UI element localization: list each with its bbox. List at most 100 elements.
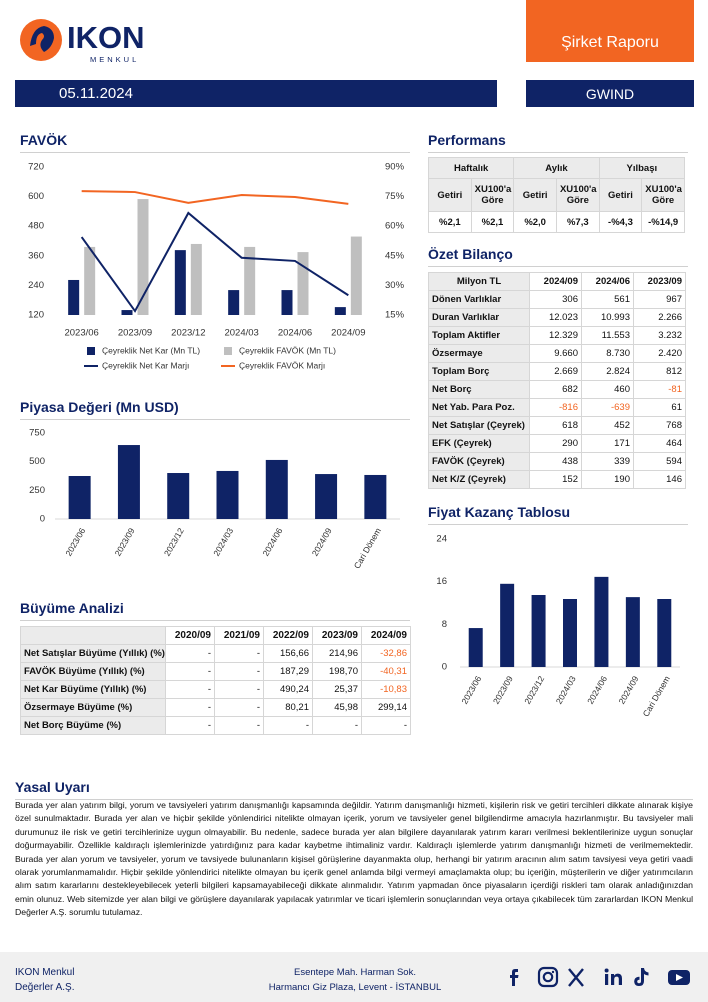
report-type-box: Şirket Raporu	[526, 0, 694, 62]
footer-address: Esentepe Mah. Harman Sok.	[294, 967, 416, 978]
favok-chart: 120 240 360 480 600 720 15% 30% 45% 60% 75% 90% 2023…	[28, 162, 405, 371]
table-row: Net Borç 682 460 -81	[428, 380, 686, 399]
legend-label: Çeyreklik Net Kar (Mn TL)	[102, 345, 200, 355]
logo-lion	[30, 26, 54, 52]
row-label: Toplam Borç	[428, 362, 530, 381]
x-tick-label: 2024/09	[617, 674, 641, 706]
sub-header: XU100'a Göre	[555, 178, 600, 212]
column-header: 2023/09	[312, 626, 362, 645]
cell-value: 768	[633, 416, 686, 435]
cell-value: -	[214, 698, 264, 717]
table-row: Getiri XU100'a Göre Getiri XU100'a Göre Geti…	[428, 178, 685, 212]
x-tick-label: Cari Dönem	[641, 674, 672, 718]
corner-cell	[20, 626, 166, 645]
x-tick-label: 2024/06	[585, 674, 609, 706]
row-label: Net K/Z (Çeyrek)	[428, 470, 530, 489]
table-row: FAVÖK Büyüme (Yıllık) (%) - -187,29 198,70-…	[20, 662, 411, 681]
x-tick-label: 2024/03	[554, 674, 578, 706]
y2-tick-label: 60%	[385, 221, 405, 232]
bar	[265, 459, 288, 519]
cell-value: -816	[529, 398, 582, 417]
x-tick-label: 2023/12	[171, 328, 205, 339]
section-title: Yasal Uyarı	[15, 779, 693, 800]
cell-value: 61	[633, 398, 686, 417]
cell-value: 171	[581, 434, 634, 453]
y2-tick-label: 15%	[385, 310, 405, 321]
column-header: 2022/09	[263, 626, 313, 645]
linkedin-icon[interactable]	[604, 968, 622, 986]
cell-value: 299,14	[361, 698, 411, 717]
cell-value: 812	[633, 362, 686, 381]
bar	[167, 473, 190, 519]
column-header: 2024/09	[529, 272, 582, 291]
bar	[68, 279, 80, 315]
y-tick-label: 720	[28, 162, 44, 173]
column-header: 2024/09	[361, 626, 411, 645]
instagram-icon[interactable]	[537, 966, 559, 988]
x-tick-label: 2023/06	[64, 328, 98, 339]
bar	[244, 246, 256, 315]
bar	[281, 290, 293, 315]
footer-address: Harmancı Giz Plaza, Levent - İSTANBUL	[268, 982, 442, 993]
cell-value: 9.660	[529, 344, 582, 363]
sub-header: XU100'a Göre	[641, 178, 685, 212]
bar	[315, 474, 338, 519]
market-value-chart: 0 250 500 750 2023/06 2023/09 2023/12 2024/03 20…	[29, 428, 400, 570]
section-title: Piyasa Değeri (Mn USD)	[20, 399, 410, 420]
social-icons	[510, 966, 690, 988]
y-tick-label: 250	[29, 485, 45, 496]
bar	[563, 599, 577, 667]
bar	[216, 470, 239, 519]
tiktok-icon[interactable]	[634, 968, 649, 986]
cell-value: -32,86	[361, 644, 411, 663]
table-row: 2020/09 2021/09 2022/09 2023/09 2024/09	[20, 626, 411, 645]
table-row: Net Kar Büyüme (Yıllık) (%) - -490,24 25,37…	[20, 680, 411, 699]
bar	[84, 246, 96, 315]
legend-marker	[87, 347, 95, 355]
cell-value: 464	[633, 434, 686, 453]
cell-value: -	[165, 716, 215, 735]
cell-value: -	[165, 680, 215, 699]
y-tick-label: 240	[28, 280, 44, 291]
youtube-icon[interactable]	[668, 970, 690, 985]
return-value: %2,0	[513, 211, 557, 233]
cell-value: 146	[633, 470, 686, 489]
column-header: 2023/09	[633, 272, 686, 291]
cell-value: 8.730	[581, 344, 634, 363]
table-row: Toplam Borç 2.669 2.824 812	[428, 362, 686, 381]
cell-value: 490,24	[263, 680, 313, 699]
x-tick-label: 2024/09	[310, 526, 334, 558]
cell-value: 12.329	[529, 326, 582, 345]
cell-value: -	[165, 662, 215, 681]
sub-header: Getiri	[428, 178, 472, 212]
table-row: Haftalık Aylık Yılbaşı	[427, 157, 686, 179]
x-icon[interactable]	[568, 968, 584, 987]
bar	[121, 310, 133, 315]
cell-value: -81	[633, 380, 686, 399]
row-label: EFK (Çeyrek)	[428, 434, 530, 453]
section-title: Büyüme Analizi	[20, 600, 410, 621]
facebook-icon[interactable]	[510, 969, 519, 986]
return-value: -%14,9	[641, 211, 685, 233]
legend-marker	[224, 347, 232, 355]
cell-value: 152	[529, 470, 582, 489]
performance-table: Haftalık Aylık Yılbaşı Getiri XU100'a Göre Ge…	[427, 157, 686, 233]
table-row: Net Borç Büyüme (%) - - - - -	[20, 716, 411, 735]
cell-value: 45,98	[312, 698, 362, 717]
table-row: Dönen Varlıklar 306 561 967	[428, 290, 686, 309]
cell-value: -	[263, 716, 313, 735]
cell-value: -	[214, 662, 264, 681]
y-tick-label: 0	[40, 514, 45, 525]
table-row: Net Satışlar (Çeyrek) 618 452 768	[428, 416, 686, 435]
return-value: -%4,3	[598, 211, 643, 233]
row-label: FAVÖK Büyüme (Yıllık) (%)	[20, 662, 166, 681]
cell-value: 618	[529, 416, 582, 435]
cell-value: 2.266	[633, 308, 686, 327]
return-value: %7,3	[555, 211, 600, 233]
row-label: Toplam Aktifler	[428, 326, 530, 345]
bar	[297, 252, 309, 315]
bar	[468, 628, 483, 667]
legend-label: Çeyreklik FAVÖK (Mn TL)	[239, 345, 336, 355]
table-row: %2,1 %2,1 %2,0 %7,3 -%4,3 -%14,9	[428, 211, 685, 233]
